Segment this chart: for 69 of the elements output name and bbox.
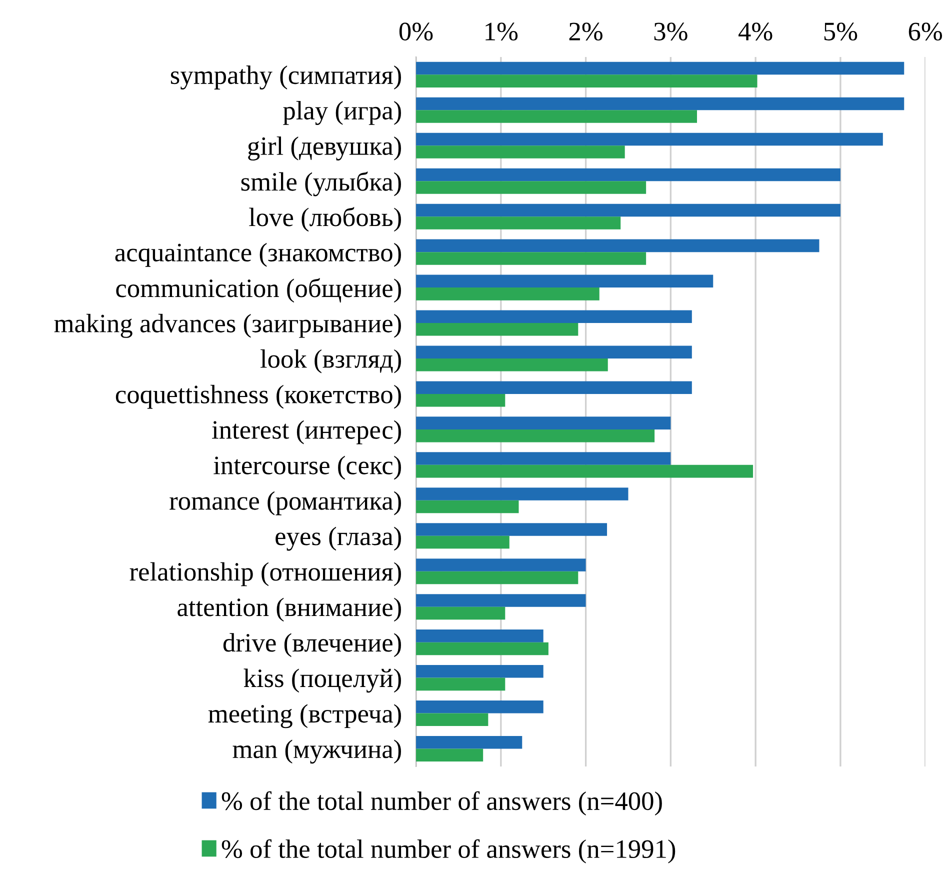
bar: [416, 110, 697, 123]
y-tick-label: coquettishness (кокетство): [116, 384, 401, 409]
legend-label: % of the total number of answers (n=400): [222, 791, 662, 816]
bar: [416, 452, 671, 465]
x-tick-label: 5%: [824, 22, 858, 41]
y-tick-label: love (любовь): [249, 207, 401, 232]
y-tick-label: interest (интерес): [212, 420, 401, 444]
bar: [416, 642, 548, 656]
bar: [416, 630, 544, 642]
x-tick-label: 1%: [486, 22, 518, 41]
y-tick-label: acquaintance (знакомство): [115, 242, 401, 267]
bar: [416, 536, 510, 549]
bar: [416, 146, 625, 158]
bar: [416, 74, 758, 88]
bar: [416, 381, 692, 394]
bar: [416, 429, 655, 442]
bar: [416, 62, 904, 75]
y-tick-label: making advances (заигрывание): [54, 314, 401, 338]
y-tick-label: look (взгляд): [260, 349, 401, 374]
bar: [416, 97, 904, 110]
bar: [416, 394, 506, 407]
y-tick-label: attention (внимание): [178, 598, 401, 622]
bar: [416, 204, 840, 217]
bar: [416, 216, 621, 230]
bar: [416, 500, 519, 514]
y-tick-label: kiss (поцелуй): [244, 668, 401, 693]
bar: [416, 678, 506, 691]
bar: [416, 252, 646, 265]
bar: [416, 346, 692, 359]
bar: [416, 606, 506, 620]
bar: [416, 464, 754, 478]
bar: [416, 358, 608, 372]
y-tick-label: play (игра): [283, 101, 401, 126]
bar: [416, 323, 578, 336]
bar: [416, 700, 544, 714]
bar: [416, 523, 608, 536]
bar: [416, 274, 714, 288]
bar: [416, 416, 671, 430]
y-tick-label: smile (улыбка): [241, 172, 401, 196]
y-tick-label: eyes (глаза): [276, 526, 401, 551]
y-tick-label: man (мужчина): [232, 740, 401, 764]
y-tick-label: intercourse (секс): [214, 456, 401, 480]
y-tick-label: communication (общение): [116, 278, 401, 303]
bar: [416, 594, 586, 607]
y-tick-label: relationship (отношения): [130, 562, 401, 586]
bar: [416, 181, 646, 194]
x-tick-label: 4%: [738, 22, 772, 41]
x-tick-label: 3%: [654, 22, 688, 41]
legend-label: % of the total number of answers (n=1991): [222, 839, 676, 864]
bar: [416, 558, 586, 572]
bar: [416, 310, 692, 324]
y-tick-label: meeting (встреча): [208, 704, 401, 728]
bar: [416, 488, 628, 500]
x-tick-label: 0%: [399, 22, 433, 41]
y-tick-label: sympathy (симпатия): [170, 66, 401, 90]
y-tick-label: romance (романтика): [170, 491, 401, 516]
bar: [416, 239, 820, 252]
bar: [416, 168, 840, 182]
bar: [416, 132, 883, 146]
x-tick-label: 2%: [569, 22, 602, 41]
bar: [416, 571, 578, 584]
y-tick-label: drive (влечение): [223, 633, 401, 658]
y-tick-label: girl (девушка): [248, 136, 401, 160]
bar: [416, 713, 488, 726]
x-tick-label: 6%: [908, 22, 942, 41]
bar: [416, 748, 484, 762]
bar: [416, 736, 522, 749]
bar: [416, 665, 544, 678]
bar: [416, 288, 600, 300]
